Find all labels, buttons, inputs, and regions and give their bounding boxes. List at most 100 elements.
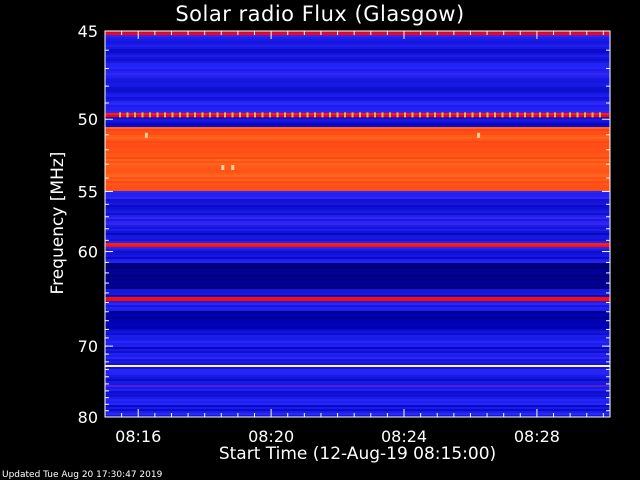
heatmap-spike [374, 112, 376, 118]
heatmap-row [105, 151, 610, 154]
heatmap-spike [156, 112, 159, 118]
heatmap-row [105, 259, 610, 262]
heatmap-row [105, 141, 610, 144]
heatmap-row [105, 217, 610, 220]
heatmap-row [105, 405, 610, 408]
heatmap-row [105, 251, 610, 254]
heatmap-row [105, 175, 610, 178]
heatmap-row [105, 145, 610, 148]
heatmap-spike [314, 112, 316, 118]
heatmap-row [105, 103, 610, 106]
heatmap-spike [366, 112, 369, 118]
heatmap-spike [426, 112, 429, 118]
heatmap-row [105, 33, 610, 36]
heatmap-spike [291, 112, 294, 118]
heatmap-spike [351, 112, 354, 118]
heatmap-row [105, 37, 610, 40]
heatmap-row [105, 31, 610, 34]
heatmap-spike [554, 112, 556, 118]
heatmap-row [105, 335, 610, 338]
heatmap-spike [396, 112, 399, 118]
heatmap-row [105, 295, 610, 298]
heatmap-row [105, 369, 610, 372]
heatmap-row [105, 61, 610, 64]
heatmap-burst [477, 132, 481, 138]
heatmap-row [105, 107, 610, 110]
heatmap-spike [201, 112, 204, 118]
heatmap-spike [576, 112, 579, 118]
y-tick-label: 80 [78, 408, 98, 427]
heatmap-row [105, 271, 610, 274]
heatmap-row [105, 241, 610, 244]
heatmap-row [105, 121, 610, 124]
heatmap-row [105, 181, 610, 184]
heatmap-row [105, 213, 610, 216]
x-tick-label: 08:20 [248, 427, 294, 446]
heatmap-row [105, 111, 610, 114]
heatmap-row [105, 93, 610, 96]
heatmap-row [105, 69, 610, 72]
heatmap-row [105, 161, 610, 164]
heatmap-row [105, 193, 610, 196]
plot-border [104, 30, 611, 418]
heatmap-spike [419, 112, 421, 118]
heatmap-row [105, 55, 610, 58]
heatmap-row [105, 345, 610, 348]
heatmap-row [105, 135, 610, 138]
heatmap-spike [141, 112, 144, 118]
heatmap-row [105, 291, 610, 294]
heatmap-row [105, 361, 610, 364]
heatmap-spike [149, 112, 151, 118]
heatmap-row [105, 393, 610, 396]
heatmap-spike [381, 112, 384, 118]
heatmap-spike [239, 112, 241, 118]
heatmap-spike [449, 112, 451, 118]
heatmap-row [105, 171, 610, 174]
heatmap-row [105, 243, 610, 246]
heatmap-row [105, 203, 610, 206]
heatmap-row [105, 45, 610, 48]
heatmap-row [105, 127, 610, 130]
heatmap-row [105, 77, 610, 80]
heatmap-row [105, 35, 610, 38]
heatmap-row [105, 363, 610, 366]
heatmap-row [105, 137, 610, 140]
heatmap-spike [276, 112, 279, 118]
heatmap-spike [404, 112, 406, 118]
heatmap-spike [464, 112, 466, 118]
heatmap-row [105, 275, 610, 278]
heatmap-row [105, 389, 610, 392]
heatmap-spike [516, 112, 519, 118]
x-tick-label: 08:24 [381, 427, 427, 446]
heatmap-row [105, 47, 610, 50]
heatmap-row [105, 101, 610, 104]
heatmap-spike [329, 112, 331, 118]
heatmap-spike [164, 112, 166, 118]
heatmap-row [105, 353, 610, 356]
heatmap-row [105, 287, 610, 290]
heatmap-row [105, 343, 610, 346]
heatmap-row [105, 131, 610, 134]
heatmap-row [105, 67, 610, 70]
heatmap-spike [389, 112, 391, 118]
heatmap-row [105, 165, 610, 168]
heatmap-row [105, 143, 610, 146]
heatmap-burst [231, 165, 235, 170]
heatmap-row [105, 163, 610, 166]
heatmap-row [105, 331, 610, 334]
heatmap-row [105, 403, 610, 406]
heatmap-row [105, 305, 610, 308]
y-tick-label: 55 [78, 182, 98, 201]
heatmap-row [105, 301, 610, 304]
heatmap-row [105, 327, 610, 330]
heatmap-spike [246, 112, 249, 118]
heatmap-row [105, 395, 610, 398]
heatmap-spike [344, 112, 346, 118]
heatmap-row [105, 299, 610, 302]
heatmap-row [105, 283, 610, 286]
heatmap-row [105, 147, 610, 150]
heatmap-row [105, 387, 610, 390]
x-tick-label: 08:16 [115, 427, 161, 446]
heatmap-row [105, 191, 610, 194]
heatmap-row [105, 91, 610, 94]
